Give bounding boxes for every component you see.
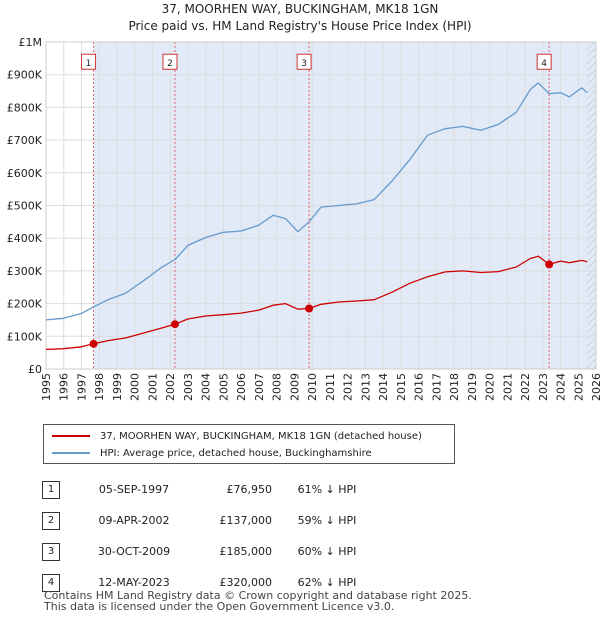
x-tick-label: 2011 (324, 373, 337, 401)
legend-label-property: 37, MOORHEN WAY, BUCKINGHAM, MK18 1GN (d… (100, 430, 422, 442)
y-tick-label: £400K (7, 232, 43, 245)
sale-price: £185,000 (219, 545, 273, 558)
sale-badge-label: 4 (541, 59, 547, 69)
legend-swatch-property (52, 435, 90, 437)
sale-date: 05-SEP-1997 (98, 483, 170, 496)
y-tick-label: £600K (7, 167, 43, 180)
table-row: 2 09-APR-2002 £137,000 59% ↓ HPI (38, 505, 382, 536)
sale-date: 09-APR-2002 (98, 514, 170, 527)
footer-licence: This data is licensed under the Open Gov… (44, 600, 395, 613)
sale-point (170, 320, 179, 329)
sale-hpi-diff: 61% ↓ HPI (297, 483, 357, 496)
x-tick-label: 2026 (590, 373, 600, 401)
y-tick-label: £200K (7, 298, 43, 311)
sale-badge-box (536, 53, 552, 70)
x-tick-label: 2020 (484, 373, 497, 401)
y-tick-label: £1M (19, 36, 43, 49)
sale-badge: 3 (42, 542, 60, 561)
x-tick-label: 1995 (40, 373, 53, 401)
sale-hpi-diff: 59% ↓ HPI (297, 514, 357, 527)
footer: Contains HM Land Registry data © Crown c… (44, 590, 472, 612)
y-tick-label: £500K (7, 200, 43, 213)
x-tick-label: 2001 (146, 373, 159, 401)
legend-item-hpi: HPI: Average price, detached house, Buck… (52, 446, 372, 460)
table-row: 4 12-MAY-2023 £320,000 62% ↓ HPI (38, 567, 382, 598)
x-tick-label: 1999 (111, 373, 124, 401)
x-tick-label: 2018 (448, 373, 461, 401)
x-tick-label: 2000 (129, 373, 142, 401)
x-tick-label: 2004 (200, 373, 213, 401)
price-chart: 1 2 3 4 £0 £100K £200K £300K £400K £500K £600K £700… (7, 36, 600, 401)
x-tick-label: 2019 (466, 373, 479, 401)
sale-badge-box (296, 53, 312, 70)
x-tick-label: 2022 (519, 373, 532, 401)
x-tick-label: 2007 (253, 373, 266, 401)
x-tick-label: 2017 (430, 373, 443, 401)
x-tick-label: 2021 (501, 373, 514, 401)
x-tick-label: 2025 (572, 373, 585, 401)
footer-copyright: Contains HM Land Registry data © Crown c… (44, 589, 472, 602)
legend-swatch-hpi (52, 452, 90, 454)
x-tick-label: 2012 (342, 373, 355, 401)
x-tick-label: 2010 (306, 373, 319, 401)
x-tick-label: 2016 (413, 373, 426, 401)
sales-table: 1 05-SEP-1997 £76,950 61% ↓ HPI 2 09-APR… (38, 474, 382, 598)
sale-date: 12-MAY-2023 (98, 576, 170, 589)
chart-title: 37, MOORHEN WAY, BUCKINGHAM, MK18 1GN (161, 2, 439, 16)
legend: 37, MOORHEN WAY, BUCKINGHAM, MK18 1GN (d… (43, 424, 455, 464)
sale-date: 30-OCT-2009 (97, 545, 171, 558)
x-tick-label: 1997 (75, 373, 88, 401)
sale-price: £76,950 (226, 483, 273, 496)
y-tick-label: £300K (7, 265, 43, 278)
x-tick-label: 2013 (359, 373, 372, 401)
sale-hpi-diff: 62% ↓ HPI (297, 576, 357, 589)
sale-point (89, 339, 98, 348)
plot-frame (45, 41, 597, 370)
sale-point (545, 260, 554, 269)
x-tick-label: 2024 (555, 373, 568, 401)
x-tick-label: 2014 (377, 373, 390, 401)
y-tick-label: £900K (7, 69, 43, 82)
chart-subtitle: Price paid vs. HM Land Registry's House … (128, 19, 472, 33)
sale-point (305, 304, 314, 313)
sale-badge-box (162, 53, 178, 70)
sale-badge-label: 1 (86, 59, 92, 69)
x-tick-label: 2009 (288, 373, 301, 401)
sale-price: £320,000 (219, 576, 273, 589)
table-row: 3 30-OCT-2009 £185,000 60% ↓ HPI (38, 536, 382, 567)
x-tick-label: 2008 (271, 373, 284, 401)
x-tick-label: 1996 (58, 373, 71, 401)
sale-badge: 4 (42, 573, 60, 592)
x-tick-label: 2005 (217, 373, 230, 401)
legend-item-property: 37, MOORHEN WAY, BUCKINGHAM, MK18 1GN (d… (52, 429, 422, 443)
sale-badge-label: 3 (301, 59, 307, 69)
sale-hpi-diff: 60% ↓ HPI (297, 545, 357, 558)
x-tick-label: 1998 (93, 373, 106, 401)
x-tick-label: 2006 (235, 373, 248, 401)
sale-badge-label: 2 (167, 59, 173, 69)
table-row: 1 05-SEP-1997 £76,950 61% ↓ HPI (38, 474, 382, 505)
y-tick-label: £100K (7, 330, 43, 343)
sale-badge: 2 (42, 511, 60, 530)
sale-badge: 1 (42, 480, 60, 499)
y-tick-label: £0 (28, 363, 42, 376)
hpi-line (45, 82, 588, 321)
property-price-line (45, 255, 588, 351)
x-tick-label: 2003 (182, 373, 195, 401)
x-tick-label: 2023 (537, 373, 550, 401)
x-tick-label: 2002 (164, 373, 177, 401)
x-tick-label: 2015 (395, 373, 408, 401)
sale-price: £137,000 (219, 514, 273, 527)
y-tick-label: £700K (7, 134, 43, 147)
legend-label-hpi: HPI: Average price, detached house, Buck… (100, 447, 372, 459)
y-tick-label: £800K (7, 101, 43, 114)
sale-badge-box (81, 53, 97, 70)
